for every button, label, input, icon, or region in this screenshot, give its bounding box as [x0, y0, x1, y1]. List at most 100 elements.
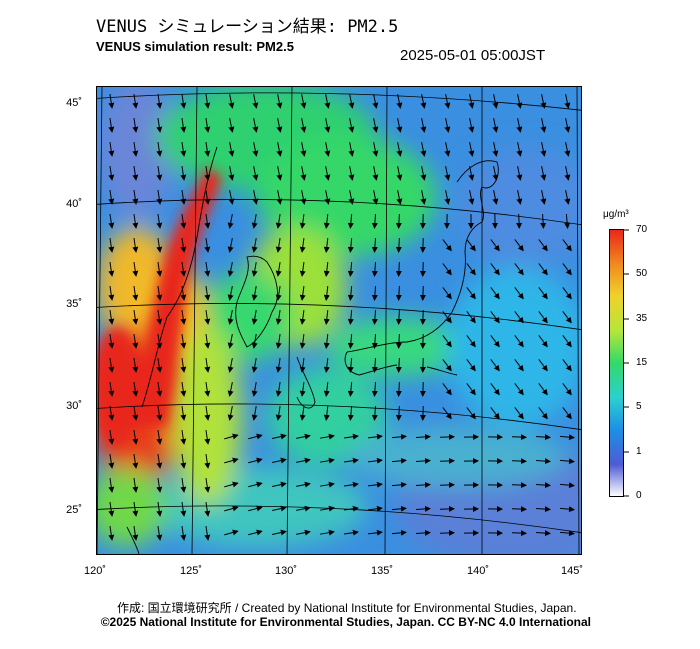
wind-arrow — [419, 405, 426, 421]
wind-arrow — [156, 526, 163, 541]
wind-arrow — [344, 433, 359, 440]
wind-arrow — [372, 190, 379, 205]
wind-arrow — [516, 94, 523, 109]
wind-arrow — [344, 457, 359, 464]
wind-arrow — [204, 142, 211, 157]
wind-arrow — [371, 213, 378, 229]
wind-arrow — [228, 118, 235, 133]
wind-arrow — [108, 118, 115, 133]
wind-arrow — [252, 166, 259, 181]
wind-arrow — [347, 357, 354, 373]
colorbar-label-35: 35 — [636, 313, 648, 324]
wind-arrow — [490, 311, 500, 324]
wind-arrow — [275, 334, 282, 349]
wind-arrow — [320, 505, 335, 512]
wind-arrow — [275, 406, 282, 421]
wind-arrow — [227, 310, 234, 325]
pm25-map-canvas — [97, 87, 581, 554]
wind-arrow — [514, 383, 524, 396]
wind-arrow — [180, 262, 187, 277]
wind-arrow — [466, 287, 476, 300]
wind-arrow — [347, 213, 354, 229]
wind-arrow — [514, 239, 524, 252]
wind-arrow — [272, 457, 287, 464]
wind-arrow — [276, 142, 283, 157]
wind-arrow — [251, 382, 258, 397]
wind-arrow — [272, 529, 287, 536]
wind-arrow — [347, 261, 354, 277]
wind-arrow — [156, 94, 163, 109]
wind-arrow — [132, 358, 139, 373]
wind-arrow — [538, 335, 548, 348]
wind-arrow — [132, 526, 139, 541]
wind-arrow — [299, 213, 306, 229]
wind-arrow — [367, 433, 383, 440]
wind-arrow — [227, 358, 234, 373]
wind-arrow — [444, 166, 451, 181]
wind-arrow — [180, 406, 187, 421]
wind-arrow — [395, 405, 402, 421]
wind-arrow — [516, 166, 523, 181]
wind-arrow — [347, 381, 354, 397]
wind-arrow — [466, 359, 476, 372]
wind-arrow — [444, 94, 451, 109]
wind-arrow — [108, 214, 115, 229]
wind-arrow — [276, 190, 283, 205]
coastlines — [126, 146, 499, 554]
wind-arrow — [564, 94, 571, 109]
wind-arrow — [420, 142, 427, 157]
wind-arrow — [371, 333, 378, 349]
wind-arrow — [108, 310, 115, 325]
wind-arrow — [324, 142, 331, 157]
wind-arrow — [323, 357, 330, 373]
wind-arrow — [490, 263, 500, 276]
wind-arrow — [323, 261, 330, 277]
wind-arrow — [299, 333, 306, 349]
wind-arrow — [444, 118, 451, 133]
wind-arrow — [299, 237, 306, 253]
wind-arrow — [227, 334, 234, 349]
lat-tick-35: 35˚ — [66, 298, 82, 310]
wind-arrow — [132, 94, 139, 109]
wind-arrow — [275, 262, 282, 277]
wind-arrow — [251, 334, 258, 349]
wind-arrow — [204, 454, 211, 469]
forecast-datetime: 2025-05-01 05:00JST — [400, 47, 546, 64]
wind-arrow — [395, 213, 402, 229]
wind-arrow — [108, 526, 115, 541]
wind-arrow — [420, 190, 427, 205]
wind-arrow — [540, 118, 547, 133]
wind-arrow — [132, 406, 139, 421]
wind-arrow — [540, 213, 547, 229]
wind-arrow — [204, 310, 211, 325]
wind-arrow — [395, 381, 402, 397]
wind-arrow — [492, 94, 499, 109]
wind-arrow — [324, 190, 331, 205]
wind-arrow — [562, 335, 572, 348]
wind-arrow — [248, 457, 263, 464]
wind-arrow — [344, 481, 359, 488]
wind-arrow — [276, 166, 283, 181]
wind-arrow — [344, 529, 359, 536]
lon-tick-140: 140˚ — [466, 565, 490, 577]
wind-arrow — [372, 142, 379, 157]
wind-arrow — [299, 261, 306, 277]
wind-arrow — [320, 481, 335, 488]
wind-arrow — [492, 166, 499, 181]
wind-arrow — [224, 505, 239, 512]
wind-arrow — [511, 482, 527, 489]
wind-arrow — [180, 142, 187, 157]
wind-arrow — [395, 333, 402, 349]
colorbar-unit: μg/m³ — [603, 209, 629, 220]
wind-arrow — [204, 334, 211, 349]
wind-arrow — [419, 381, 426, 397]
wind-arrow — [419, 213, 426, 229]
wind-arrow — [180, 94, 187, 109]
wind-arrow — [108, 382, 115, 397]
wind-arrow — [535, 458, 551, 465]
wind-arrow — [180, 478, 187, 493]
wind-arrow — [371, 261, 378, 277]
wind-arrow — [466, 407, 476, 420]
wind-arrow — [204, 406, 211, 421]
wind-arrow — [227, 238, 234, 253]
